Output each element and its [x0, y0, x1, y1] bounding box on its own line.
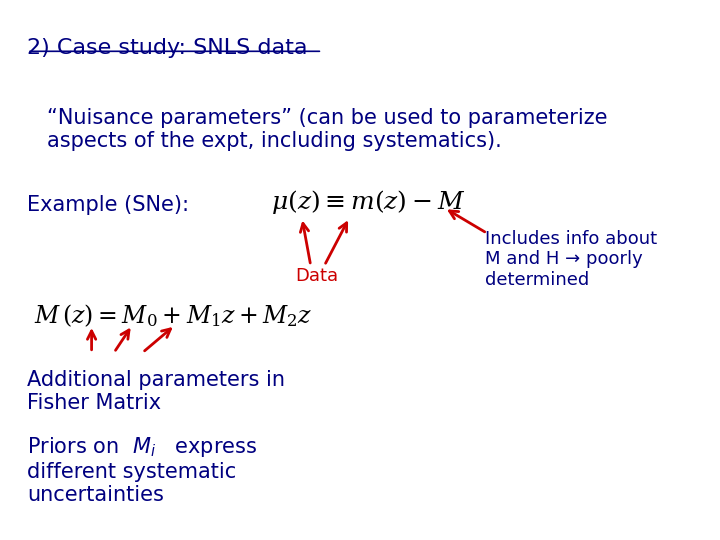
Text: Data: Data — [295, 267, 338, 286]
Text: $\mu(z) \equiv m(z) - M$: $\mu(z) \equiv m(z) - M$ — [271, 188, 466, 217]
Text: Priors on  $M_i$   express
different systematic
uncertainties: Priors on $M_i$ express different system… — [27, 435, 258, 505]
Text: Example (SNe):: Example (SNe): — [27, 195, 189, 215]
Text: 2) Case study: SNLS data: 2) Case study: SNLS data — [27, 38, 307, 58]
Text: $M\,(z)= M_0 + M_1 z + M_2 z$: $M\,(z)= M_0 + M_1 z + M_2 z$ — [34, 302, 312, 329]
Text: Additional parameters in
Fisher Matrix: Additional parameters in Fisher Matrix — [27, 370, 285, 413]
Text: “Nuisance parameters” (can be used to parameterize
aspects of the expt, includin: “Nuisance parameters” (can be used to pa… — [48, 108, 608, 151]
Text: Includes info about
M and H → poorly
determined: Includes info about M and H → poorly det… — [485, 230, 657, 289]
